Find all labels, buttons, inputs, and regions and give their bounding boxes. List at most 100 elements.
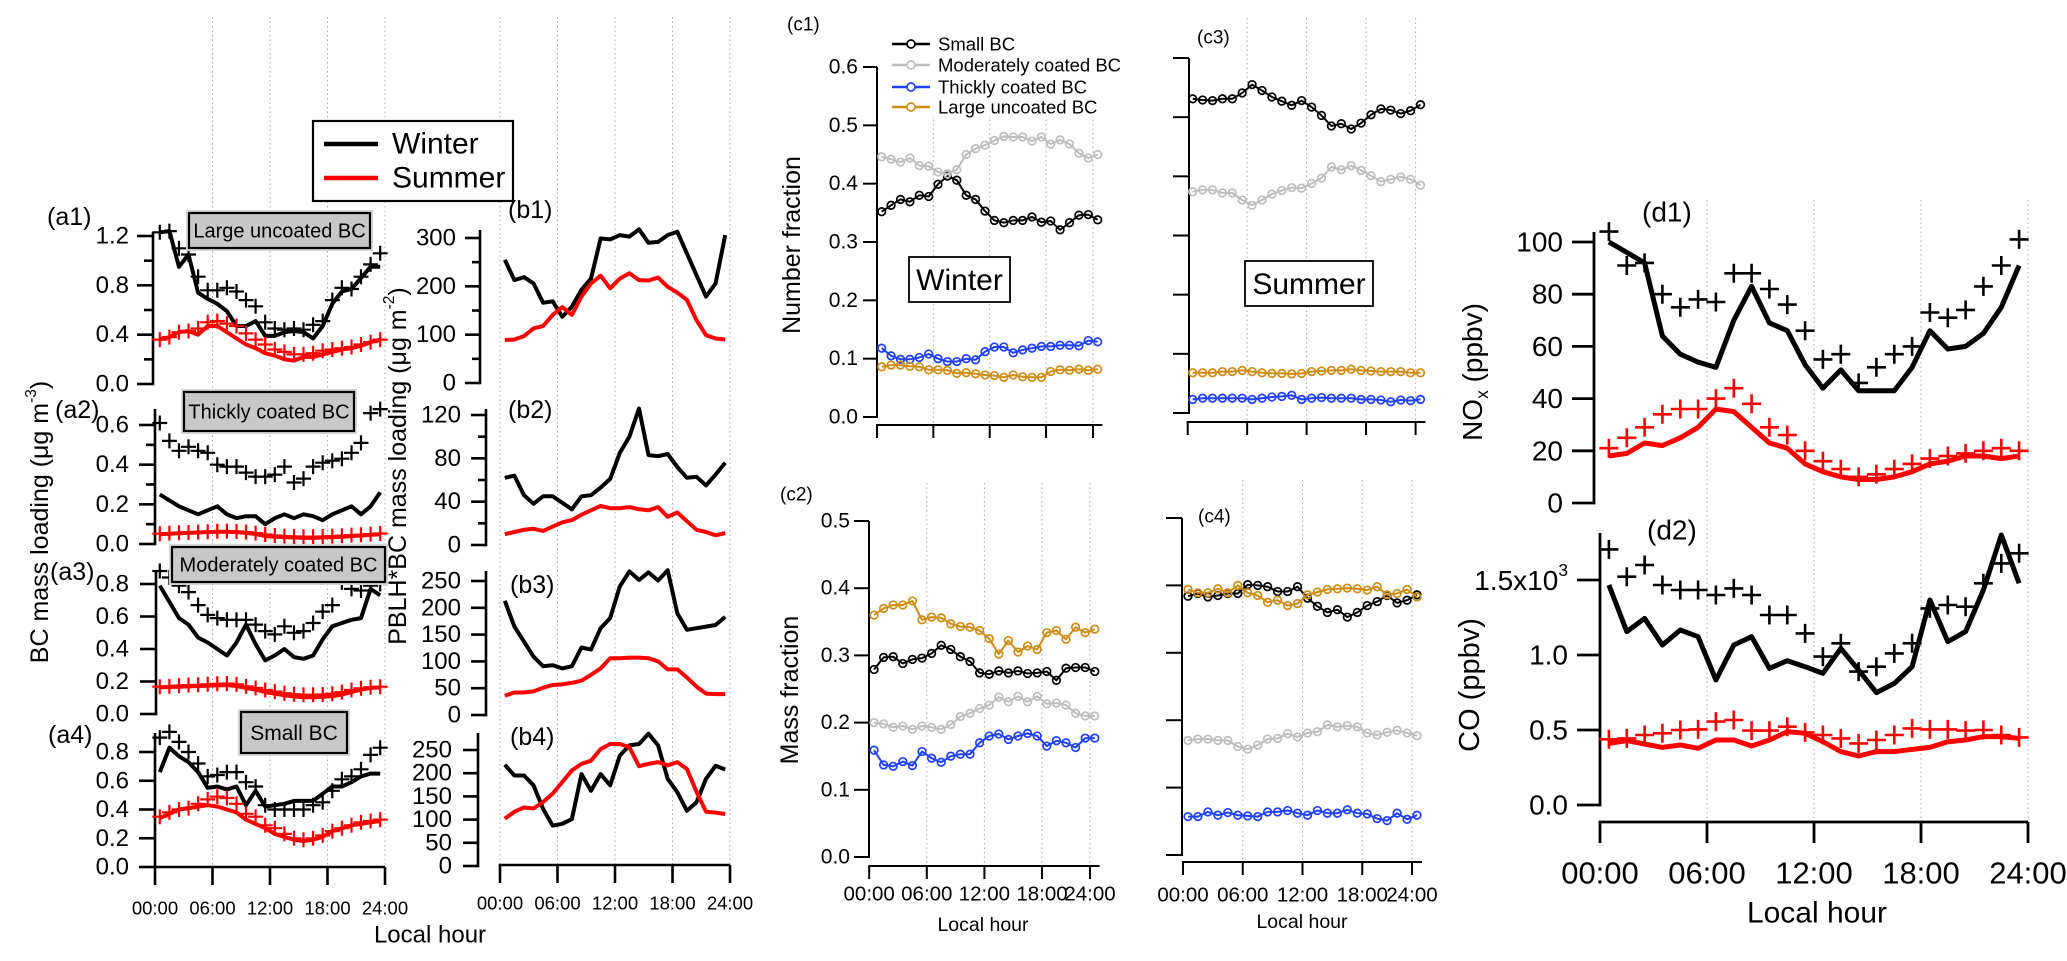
- c3-large-uncoated-bc-circle-marker: [1188, 368, 1198, 378]
- c2-thickly-coated-bc-circle-marker: [974, 738, 985, 748]
- a2-winter-cross-marker: [190, 443, 206, 459]
- c3-thickly-coated-bc-circle-marker: [1356, 394, 1366, 405]
- c3-moderately-coated-bc-circle-marker: [1188, 187, 1198, 197]
- legend-background: [888, 32, 1120, 116]
- c3-thickly-coated-bc-circle-marker: [1227, 393, 1237, 403]
- c3-large-uncoated-bc-circle-marker: [1356, 365, 1366, 376]
- c3-large-uncoated-bc-circle-marker: [1346, 364, 1356, 374]
- a4-summer-cross-marker: [372, 812, 388, 828]
- c4-small-bc-line: [1187, 583, 1418, 619]
- c2-moderately-coated-bc-circle-marker: [869, 717, 879, 728]
- a4-winter-cross-marker: [229, 764, 244, 780]
- c3-large-uncoated-bc-circle-marker: [1386, 366, 1396, 377]
- c2-large-uncoated-bc-circle-marker: [974, 625, 985, 636]
- c2-xtick-label: 06:00: [901, 883, 952, 906]
- a1-summer-cross-marker: [324, 342, 340, 357]
- d2-summer-cross-marker: [1849, 733, 1869, 753]
- legend-circle-marker: [906, 82, 916, 92]
- c4-thickly-coated-bc-circle-marker: [1392, 808, 1402, 818]
- d2-summer-cross-marker: [1688, 719, 1708, 739]
- c4-moderately-coated-bc-circle-marker: [1402, 728, 1412, 738]
- c4-large-uncoated-bc-circle-marker: [1203, 588, 1213, 598]
- a4-summer-cross-marker: [171, 802, 187, 817]
- a3-winter-cross-marker: [324, 597, 340, 613]
- c2-large-uncoated-bc-circle-marker: [1003, 635, 1014, 646]
- b4-ytick-label: 0: [439, 853, 452, 880]
- c2-series-thickly-coated-bc: [869, 728, 1100, 771]
- a1-summer-cross-marker: [229, 318, 244, 334]
- a4-winter-cross-marker: [305, 797, 321, 813]
- c1-ytick-label: 0.2: [829, 289, 858, 312]
- b2-panel-label: (b2): [508, 396, 552, 424]
- c3-moderately-coated-bc-circle-marker: [1366, 171, 1376, 181]
- d1-summer-cross-marker: [1813, 451, 1833, 471]
- c3-small-bc-circle-marker: [1356, 118, 1366, 128]
- a3-series-winter: [158, 584, 382, 663]
- c1-small-bc-circle-marker: [980, 206, 990, 216]
- c4-small-bc-circle-marker: [1372, 596, 1382, 607]
- c2-small-bc-circle-marker: [946, 644, 956, 655]
- a2-winter-cross-marker: [324, 453, 340, 469]
- c2-small-bc-circle-marker: [907, 654, 918, 665]
- c1-thickly-coated-bc-circle-marker: [961, 354, 971, 364]
- d2-winter-cross-marker: [1902, 633, 1922, 653]
- text-part: PBLH*BC mass loading (μg m: [384, 309, 412, 644]
- b4-ytick-label: 100: [412, 806, 452, 833]
- subscript: x: [1472, 390, 1492, 399]
- c1-small-bc-circle-marker: [961, 190, 971, 200]
- c2-large-uncoated-bc-circle-marker: [1080, 627, 1090, 638]
- c3-moderately-coated-bc-circle-marker: [1287, 182, 1297, 193]
- c1-moderately-coated-bc-circle-marker: [877, 152, 887, 162]
- legend-label-small-bc: Small BC: [938, 34, 1015, 55]
- panel-c1: 0.0 0.1 0.2 0.3 0.4 0.5 0.6 (c1): [787, 15, 1103, 438]
- c4-thickly-coated-bc-circle-marker: [1362, 809, 1372, 819]
- d2-winter-cross-marker: [1831, 633, 1851, 653]
- d1-winter-cross-marker: [1688, 289, 1708, 309]
- legend-frame: [311, 119, 515, 203]
- legend-label-thickly-coated-bc: Thickly coated BC: [938, 77, 1087, 98]
- c4-thickly-coated-bc-circle-marker: [1372, 813, 1382, 824]
- c2-thickly-coated-bc-circle-marker: [1090, 733, 1100, 743]
- c1-moderately-coated-bc-circle-marker: [933, 167, 943, 177]
- c2-small-bc-circle-marker: [1061, 663, 1071, 673]
- c3-moderately-coated-bc-circle-marker: [1336, 165, 1346, 175]
- c2-moderately-coated-bc-circle-marker: [1003, 697, 1014, 707]
- c3-large-uncoated-bc-circle-marker: [1316, 366, 1327, 376]
- c1-moderately-coated-bc-circle-marker: [1046, 139, 1056, 149]
- a1-series-summer: [152, 313, 388, 362]
- a1-winter-cross-marker: [334, 280, 350, 296]
- c3-large-uncoated-bc-line: [1192, 368, 1421, 375]
- c1-moderately-coated-bc-circle-marker: [1008, 132, 1018, 142]
- c4-large-uncoated-bc-circle-marker: [1262, 597, 1273, 607]
- c4-large-uncoated-bc-circle-marker: [1392, 588, 1402, 599]
- d2-summer-cross-marker: [1920, 719, 1940, 739]
- c3-thickly-coated-bc-circle-marker: [1188, 394, 1198, 405]
- d1-winter-cross-marker: [1635, 253, 1655, 273]
- c3-moderately-coated-bc-circle-marker: [1386, 174, 1396, 184]
- a2-annotation-box: Thickly coated BC: [181, 389, 357, 434]
- c1-thickly-coated-bc-circle-marker: [886, 351, 896, 361]
- c4-large-uncoated-bc-circle-marker: [1342, 583, 1352, 593]
- b3-series-summer: [504, 655, 726, 698]
- d2-ytick-label: 0.5: [1529, 715, 1568, 746]
- axis-title-ab-x: Local hour: [374, 922, 486, 949]
- c2-large-uncoated-bc-circle-marker: [1032, 644, 1042, 655]
- a4-winter-cross-marker: [171, 734, 187, 750]
- a4-ytick-label: 0.6: [96, 767, 129, 794]
- c2-ytick-label: 0.4: [821, 577, 851, 600]
- c4-large-uncoated-bc-circle-marker: [1312, 587, 1323, 597]
- c3-large-uncoated-bc-circle-marker: [1197, 368, 1208, 378]
- a3-winter-cross-marker: [248, 617, 264, 633]
- a3-summer-cross-marker: [324, 686, 340, 702]
- panel-a2: 0.0 0.2 0.4 0.6(a2): [55, 396, 388, 558]
- a2-winter-cross-marker: [276, 459, 292, 475]
- a2-winter-cross-marker: [152, 415, 168, 431]
- c4-thickly-coated-bc-circle-marker: [1213, 810, 1223, 820]
- c1-moderately-coated-bc-circle-marker: [1093, 149, 1103, 160]
- c4-thickly-coated-bc-circle-marker: [1262, 807, 1273, 817]
- c2-small-bc-circle-marker: [1042, 666, 1052, 677]
- c4-series-moderately-coated-bc: [1183, 720, 1422, 754]
- d1-winter-cross-marker: [1777, 295, 1797, 315]
- c4-moderately-coated-bc-circle-marker: [1253, 740, 1263, 750]
- c2-xtick-label: 00:00: [844, 883, 895, 906]
